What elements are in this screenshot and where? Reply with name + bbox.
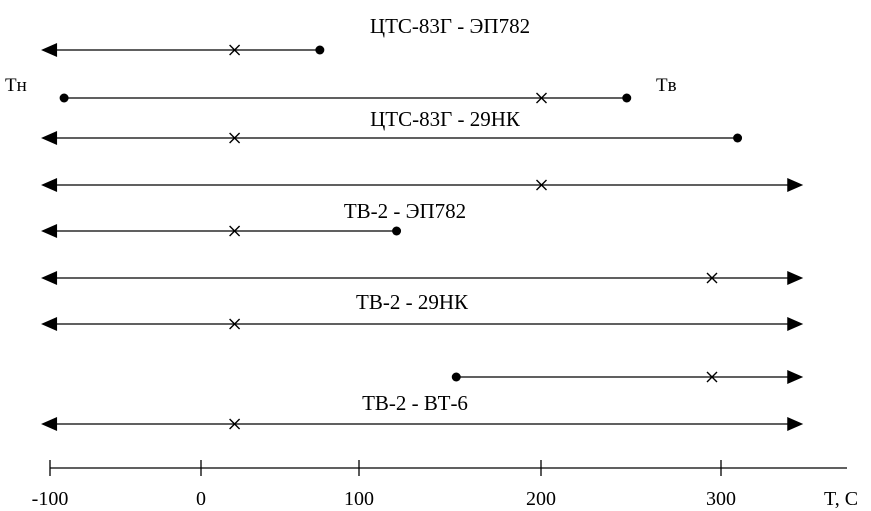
cross-marker-icon bbox=[229, 418, 241, 430]
endpoint-dot-icon bbox=[451, 372, 461, 382]
axis-tick-label: 100 bbox=[344, 488, 374, 510]
axis-tick-label: -100 bbox=[32, 488, 69, 510]
cross-marker-icon bbox=[229, 132, 241, 144]
range-row-2 bbox=[59, 92, 632, 104]
range-row-7 bbox=[41, 317, 804, 331]
upper-limit-label: Tв bbox=[656, 75, 677, 96]
cross-marker-icon bbox=[229, 225, 241, 237]
arrowhead-left-icon bbox=[41, 43, 58, 57]
range-row-5 bbox=[41, 224, 402, 238]
arrowhead-right-icon bbox=[787, 271, 804, 285]
arrowhead-left-icon bbox=[41, 178, 58, 192]
cross-marker-icon bbox=[229, 318, 241, 330]
endpoint-dot-icon bbox=[59, 93, 69, 103]
endpoint-dot-icon bbox=[733, 133, 743, 143]
cross-marker-icon bbox=[229, 44, 241, 56]
cross-marker-icon bbox=[536, 179, 547, 191]
arrowhead-right-icon bbox=[787, 417, 804, 431]
endpoint-dot-icon bbox=[392, 226, 402, 236]
pair-label-3: ТВ-2 - ЭП782 bbox=[344, 199, 466, 223]
range-row-3 bbox=[41, 131, 743, 145]
range-row-1 bbox=[41, 43, 325, 57]
arrowhead-left-icon bbox=[41, 224, 58, 238]
range-row-4 bbox=[41, 178, 804, 192]
arrowhead-right-icon bbox=[787, 178, 804, 192]
x-axis: -100 0 100 200 300 bbox=[32, 460, 847, 510]
range-row-9 bbox=[41, 417, 804, 431]
range-lines bbox=[41, 43, 804, 431]
endpoint-dot-icon bbox=[315, 45, 325, 55]
lower-limit-label: Tн bbox=[5, 75, 27, 96]
pair-label-4: ТВ-2 - 29НК bbox=[356, 290, 469, 314]
axis-tick-label: 0 bbox=[196, 488, 206, 510]
arrowhead-left-icon bbox=[41, 417, 58, 431]
axis-tick-label: 300 bbox=[706, 488, 736, 510]
arrowhead-left-icon bbox=[41, 317, 58, 331]
pair-label-2: ЦТС-83Г - 29НК bbox=[370, 107, 521, 131]
arrowhead-right-icon bbox=[787, 370, 804, 384]
axis-tick-label: 200 bbox=[526, 488, 556, 510]
endpoint-dot-icon bbox=[622, 93, 632, 103]
range-row-8 bbox=[451, 370, 804, 384]
cross-marker-icon bbox=[706, 272, 718, 284]
axis-unit-label: T, C bbox=[824, 488, 858, 510]
arrowhead-left-icon bbox=[41, 131, 58, 145]
cross-marker-icon bbox=[706, 371, 718, 383]
pair-label-5: ТВ-2 - ВТ-6 bbox=[362, 391, 468, 415]
range-row-6 bbox=[41, 271, 804, 285]
arrowhead-left-icon bbox=[41, 271, 58, 285]
arrowhead-right-icon bbox=[787, 317, 804, 331]
pair-label-1: ЦТС-83Г - ЭП782 bbox=[370, 14, 530, 38]
cross-marker-icon bbox=[536, 92, 547, 104]
